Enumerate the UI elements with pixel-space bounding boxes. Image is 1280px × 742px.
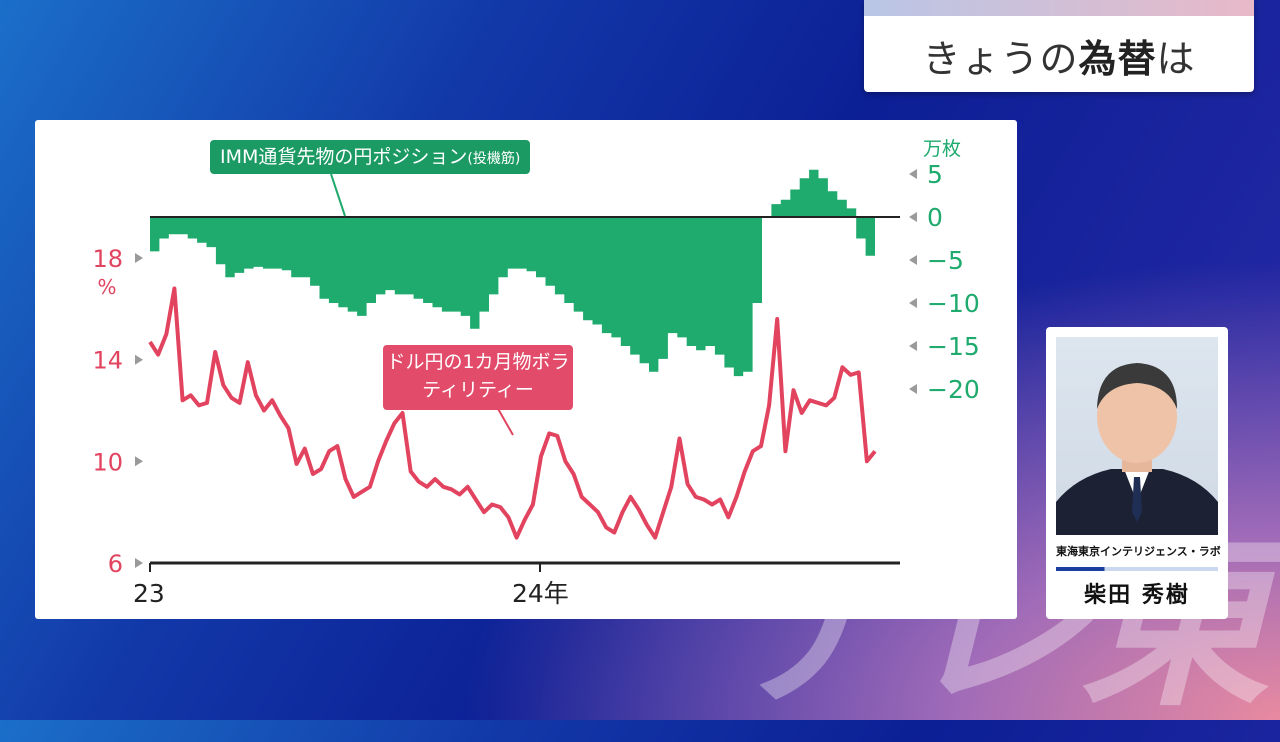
- right-tick-marker-1: [909, 212, 917, 222]
- x-tick-label-0: 23: [133, 579, 165, 608]
- left-tick-label-0: 18: [92, 245, 123, 273]
- title-prefix: きょうの: [922, 37, 1079, 81]
- left-tick-marker-2: [135, 456, 143, 467]
- left-tick-label-1: 14: [92, 347, 123, 375]
- right-tick-marker-2: [909, 255, 917, 265]
- org-underline: [1056, 567, 1218, 571]
- position-area: [150, 169, 875, 377]
- commentator-card: 東海東京インテリジェンス・ラボ 柴田 秀樹: [1046, 327, 1228, 619]
- left-tick-marker-0: [135, 253, 143, 263]
- right-tick-marker-3: [909, 298, 917, 308]
- commentator-name: 柴田 秀樹: [1084, 583, 1190, 608]
- left-tick-label-3: 6: [108, 550, 123, 578]
- left-tick-label-2: 10: [92, 448, 123, 476]
- left-unit-label: %: [97, 275, 116, 299]
- commentator-photo: [1056, 337, 1218, 535]
- person-silhouette: [1056, 363, 1218, 535]
- right-unit-label: 万枚: [923, 138, 961, 160]
- right-tick-label-3: −10: [927, 289, 980, 318]
- screen-title: きょうの為替は: [864, 28, 1254, 83]
- screen-title-box: きょうの為替は: [864, 0, 1254, 92]
- position-label-small: (投機筋): [467, 151, 521, 167]
- right-tick-label-0: 5: [927, 160, 943, 189]
- right-tick-marker-5: [909, 384, 917, 394]
- position-label-text: IMM通貨先物の円ポジション: [220, 146, 468, 168]
- position-series-label: IMM通貨先物の円ポジション(投機筋): [210, 140, 531, 174]
- position-label-pointer: [330, 173, 346, 217]
- right-tick-marker-4: [909, 341, 917, 351]
- title-accent-strip: [864, 0, 1254, 16]
- x-tick-label-1: 24年: [512, 579, 569, 608]
- volatility-series-label: ドル円の1カ月物ボラティリティー: [383, 345, 573, 410]
- volatility-label-pointer: [496, 406, 514, 436]
- chart-panel: 23 24年 18 14 10 6% 5 0 −5 −10 −15 −20 万枚 IMM通貨先物の円ポジ…: [35, 120, 1017, 619]
- left-tick-marker-1: [135, 354, 143, 365]
- right-tick-label-4: −15: [927, 332, 980, 361]
- left-tick-marker-3: [135, 558, 143, 568]
- commentator-org: 東海東京インテリジェンス・ラボ: [1056, 545, 1221, 558]
- title-bold: 為替: [1078, 37, 1157, 81]
- right-tick-marker-0: [909, 169, 917, 179]
- right-tick-label-5: −20: [927, 375, 980, 404]
- right-tick-label-2: −5: [927, 246, 964, 275]
- title-suffix: は: [1156, 37, 1196, 81]
- volatility-line: [148, 286, 877, 540]
- chart-svg: 23 24年 18 14 10 6% 5 0 −5 −10 −15 −20 万枚: [92, 138, 980, 608]
- right-tick-label-1: 0: [927, 203, 943, 232]
